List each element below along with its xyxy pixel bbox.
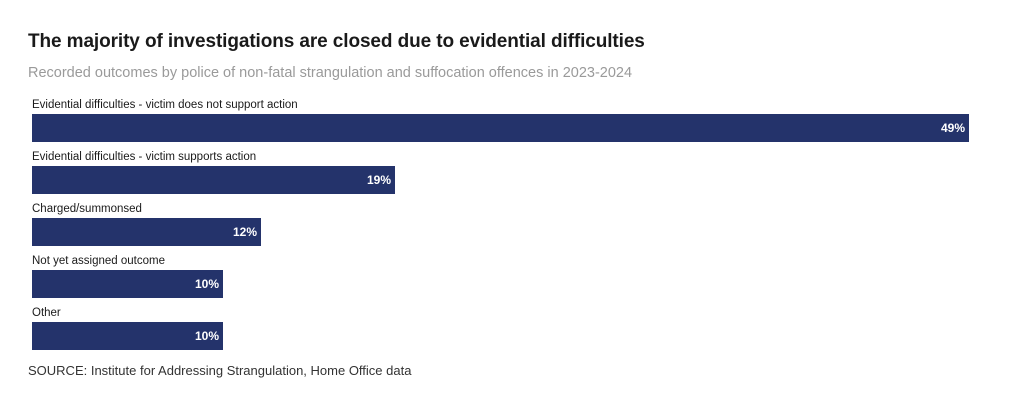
value-label: 12%	[232, 225, 257, 239]
value-label: 49%	[940, 121, 965, 135]
value-label: 19%	[366, 173, 391, 187]
chart-subtitle: Recorded outcomes by police of non-fatal…	[28, 65, 633, 81]
value-label: 10%	[194, 277, 219, 291]
bar	[32, 322, 223, 350]
category-label: Other	[32, 307, 61, 319]
chart-title: The majority of investigations are close…	[28, 31, 645, 52]
category-label: Evidential difficulties - victim support…	[32, 151, 257, 163]
category-label: Not yet assigned outcome	[32, 255, 165, 267]
bar	[32, 114, 969, 142]
bar	[32, 218, 261, 246]
bar	[32, 270, 223, 298]
category-label: Charged/summonsed	[32, 203, 142, 215]
category-label: Evidential difficulties - victim does no…	[32, 99, 298, 111]
chart-source: SOURCE: Institute for Addressing Strangu…	[28, 363, 412, 378]
bar	[32, 166, 395, 194]
value-label: 10%	[194, 329, 219, 343]
